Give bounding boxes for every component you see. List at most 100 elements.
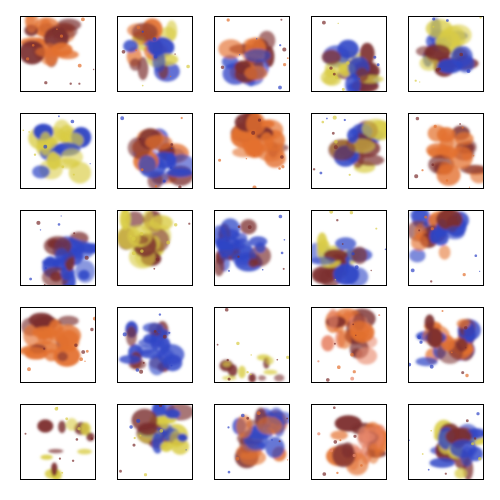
speckle bbox=[139, 434, 142, 437]
speckle bbox=[122, 332, 127, 337]
image-tile bbox=[214, 404, 290, 480]
speckle bbox=[429, 364, 434, 369]
blob-image bbox=[409, 310, 481, 378]
speckle bbox=[280, 155, 284, 159]
speckle bbox=[246, 416, 250, 420]
blob-shape bbox=[244, 66, 268, 80]
speckle bbox=[84, 360, 86, 362]
blob-shape bbox=[455, 132, 474, 146]
speckle bbox=[26, 57, 30, 61]
speckle bbox=[139, 232, 144, 236]
speckle bbox=[432, 17, 436, 21]
blob-shape bbox=[162, 354, 183, 372]
speckle bbox=[143, 473, 148, 477]
speckle bbox=[376, 63, 380, 67]
blob-image bbox=[22, 115, 92, 184]
speckle bbox=[465, 373, 469, 378]
image-tile bbox=[20, 404, 96, 480]
blob-shape bbox=[66, 418, 78, 431]
speckle bbox=[430, 280, 433, 283]
speckle bbox=[174, 223, 178, 227]
speckle bbox=[129, 425, 133, 429]
speckle bbox=[450, 351, 453, 354]
speckle bbox=[65, 417, 69, 421]
speckle bbox=[249, 373, 252, 376]
blob-shape bbox=[119, 211, 131, 230]
speckle bbox=[235, 456, 240, 461]
blob-shape bbox=[44, 349, 59, 362]
speckle bbox=[430, 227, 434, 231]
blob-shape bbox=[166, 168, 192, 177]
speckle bbox=[337, 22, 339, 25]
speckle bbox=[159, 429, 164, 433]
speckle bbox=[56, 28, 58, 30]
speckle bbox=[77, 427, 81, 431]
blob-image bbox=[414, 17, 482, 83]
blob-shape bbox=[361, 118, 386, 139]
blob-shape bbox=[436, 211, 463, 231]
blob-shape bbox=[160, 441, 173, 452]
image-tile bbox=[311, 113, 387, 189]
speckle bbox=[350, 352, 354, 357]
image-tile bbox=[214, 113, 290, 189]
speckle bbox=[472, 155, 475, 157]
speckle bbox=[131, 251, 136, 256]
speckle bbox=[224, 308, 229, 312]
speckle bbox=[216, 343, 219, 346]
image-tile bbox=[117, 113, 193, 189]
blob-shape bbox=[58, 315, 79, 326]
speckle bbox=[471, 442, 475, 446]
speckle bbox=[430, 429, 432, 432]
speckle bbox=[335, 76, 338, 80]
blob-image bbox=[312, 211, 386, 285]
speckle bbox=[336, 471, 339, 475]
speckle bbox=[464, 346, 467, 349]
blob-shape bbox=[349, 320, 370, 340]
blob-shape bbox=[53, 119, 71, 143]
speckle bbox=[418, 229, 421, 232]
blob-shape bbox=[449, 439, 478, 458]
speckle bbox=[90, 437, 94, 440]
blob-shape bbox=[445, 226, 465, 240]
blob-shape bbox=[238, 365, 246, 379]
speckle bbox=[409, 362, 412, 367]
image-tile bbox=[311, 210, 387, 286]
speckle bbox=[64, 138, 68, 142]
speckle bbox=[185, 449, 187, 451]
blob-shape bbox=[312, 256, 336, 265]
speckle bbox=[166, 240, 171, 245]
blob-shape bbox=[415, 357, 438, 367]
blob-image bbox=[29, 215, 95, 285]
speckle bbox=[178, 185, 182, 188]
speckle bbox=[360, 464, 363, 467]
speckle bbox=[465, 419, 469, 423]
speckle bbox=[444, 472, 447, 475]
speckle bbox=[281, 165, 285, 169]
blob-shape bbox=[138, 155, 157, 175]
speckle bbox=[286, 459, 289, 461]
speckle bbox=[253, 154, 256, 157]
blob-shape bbox=[429, 228, 441, 244]
speckle bbox=[155, 257, 160, 262]
speckle bbox=[322, 20, 326, 25]
speckle bbox=[136, 25, 141, 30]
speckle bbox=[352, 453, 356, 458]
blob-shape bbox=[51, 42, 73, 57]
speckle bbox=[188, 222, 191, 225]
blob-shape bbox=[215, 257, 225, 277]
image-tile bbox=[408, 16, 484, 92]
speckle bbox=[247, 225, 252, 229]
blob-shape bbox=[439, 135, 461, 160]
blob-shape bbox=[147, 36, 175, 58]
blob-shape bbox=[341, 442, 354, 458]
speckle bbox=[334, 139, 338, 144]
speckle bbox=[432, 25, 435, 28]
blob-shape bbox=[236, 414, 253, 439]
speckle bbox=[75, 438, 79, 441]
blob-shape bbox=[86, 432, 95, 442]
speckle bbox=[60, 215, 62, 217]
speckle bbox=[317, 432, 321, 436]
speckle bbox=[339, 439, 342, 442]
blob-shape bbox=[218, 39, 244, 59]
blob-shape bbox=[328, 139, 356, 161]
